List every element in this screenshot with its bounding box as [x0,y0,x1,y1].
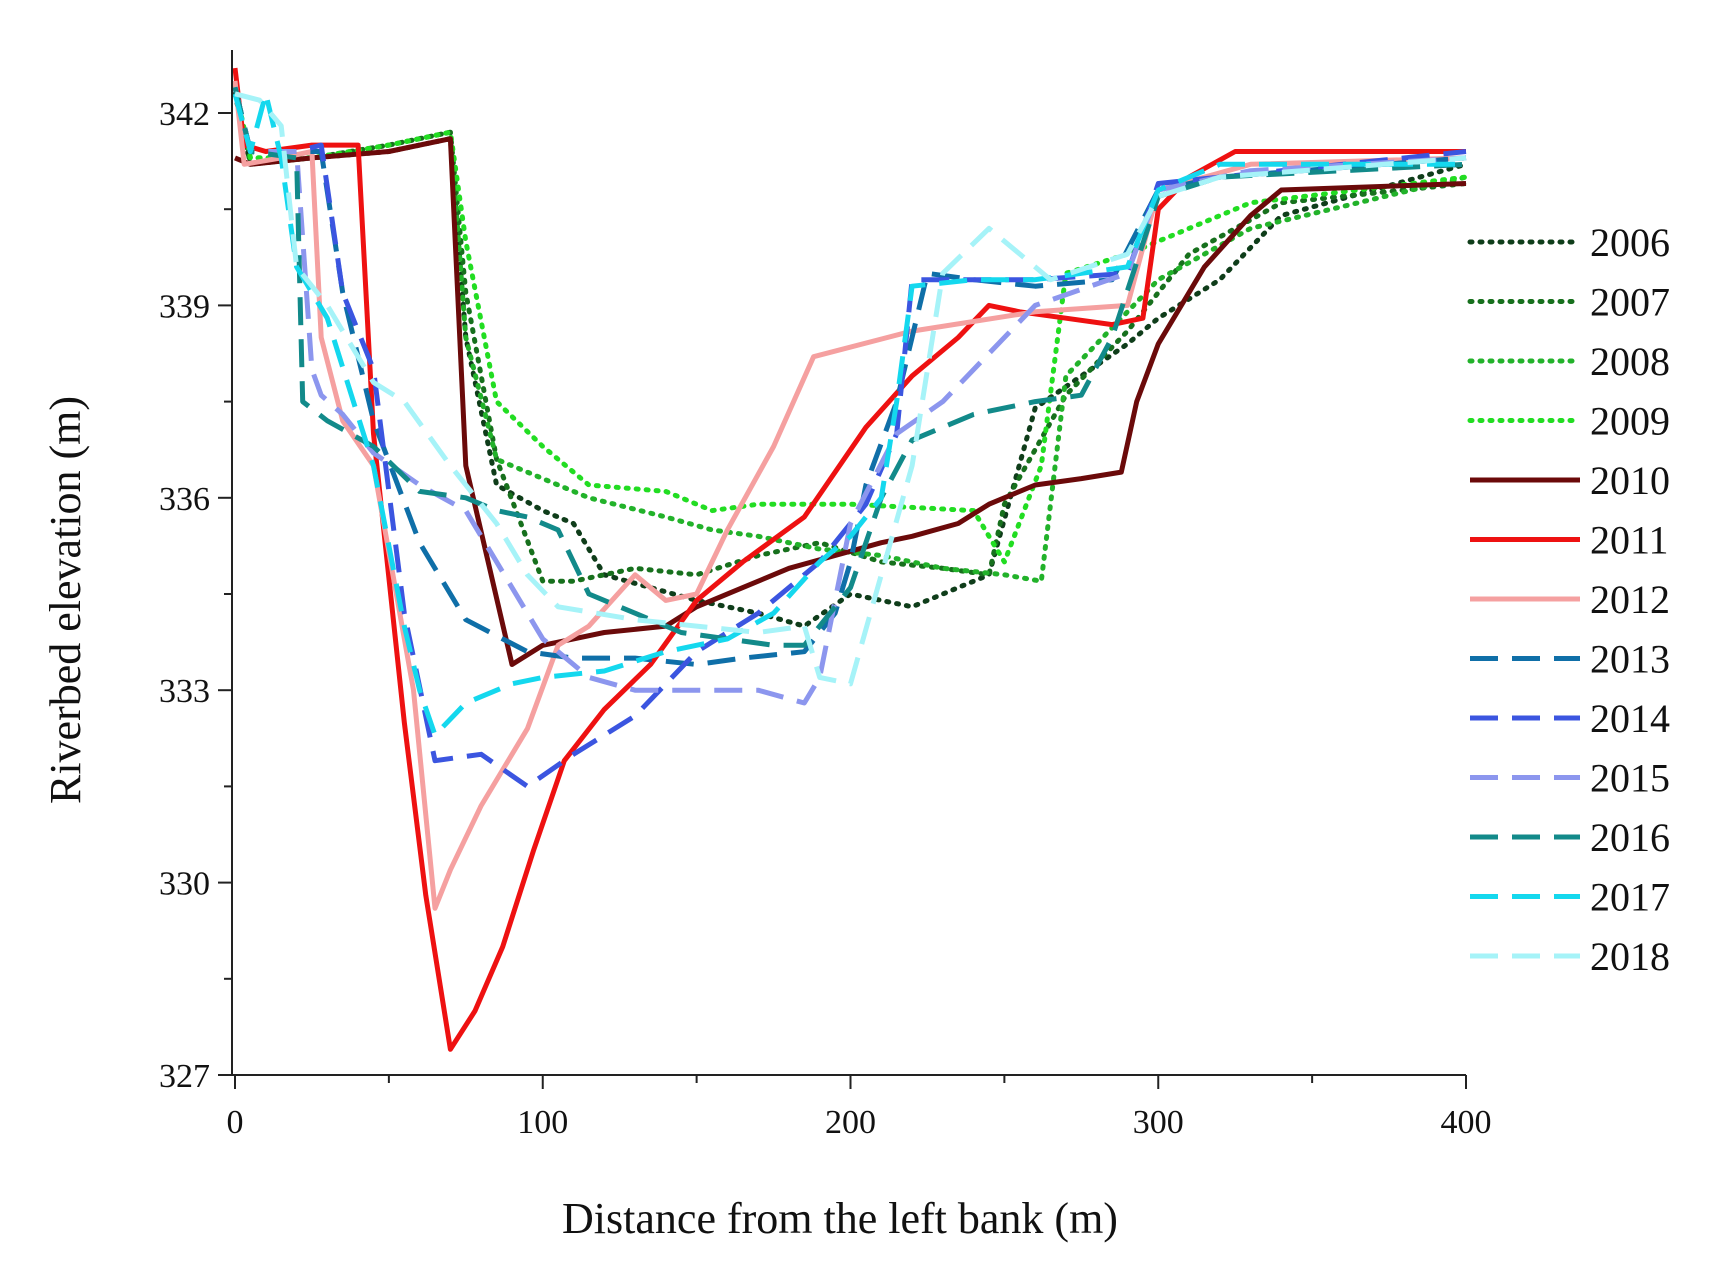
series-layer [232,67,1469,1052]
legend-label-2009: 2009 [1590,399,1670,444]
legend-label-2014: 2014 [1590,696,1670,741]
axes-layer: 327 330 333 336 339 342 0 100 200 300 400 [159,50,1492,1141]
legend-label-2018: 2018 [1590,934,1670,979]
x-tick-label: 100 [517,1104,568,1141]
legend-label-2016: 2016 [1590,815,1670,860]
legend-label-2008: 2008 [1590,339,1670,384]
series-line-2016 [232,86,1467,648]
y-tick-label: 342 [159,96,210,133]
legend-label-2010: 2010 [1590,458,1670,503]
x-tick-label: 400 [1441,1104,1492,1141]
series-line-2017 [232,91,1466,738]
y-axis-title: Riverbed elevation (m) [41,396,90,804]
series-line-2009 [232,84,1469,565]
legend-label-2017: 2017 [1590,875,1670,920]
series-line-2018 [234,91,1467,687]
legend-label-2007: 2007 [1590,280,1670,325]
x-tick-label: 300 [1133,1104,1184,1141]
y-tick-label: 333 [159,673,210,710]
y-tick-label: 330 [159,866,210,903]
x-tick-label: 200 [825,1104,876,1141]
y-tick-label: 336 [159,481,210,518]
y-tick-label: 327 [159,1058,210,1095]
legend: 2006 2007 2008 2009 2010 2011 2012 2013 2014 2015… [1467,220,1670,979]
x-axis-title: Distance from the left bank (m) [562,1194,1118,1243]
legend-label-2015: 2015 [1590,756,1670,801]
series-line-2011 [232,67,1466,1052]
series-line-2015 [232,86,1467,706]
x-tick-label: 0 [227,1104,244,1141]
legend-label-2012: 2012 [1590,577,1670,622]
legend-label-2011: 2011 [1590,518,1669,563]
series-line-2013 [232,86,1467,667]
series-line-2012 [232,80,1467,911]
legend-label-2006: 2006 [1590,220,1670,265]
y-tick-label: 339 [159,288,210,325]
series-line-2010 [234,136,1467,667]
legend-label-2013: 2013 [1590,637,1670,682]
